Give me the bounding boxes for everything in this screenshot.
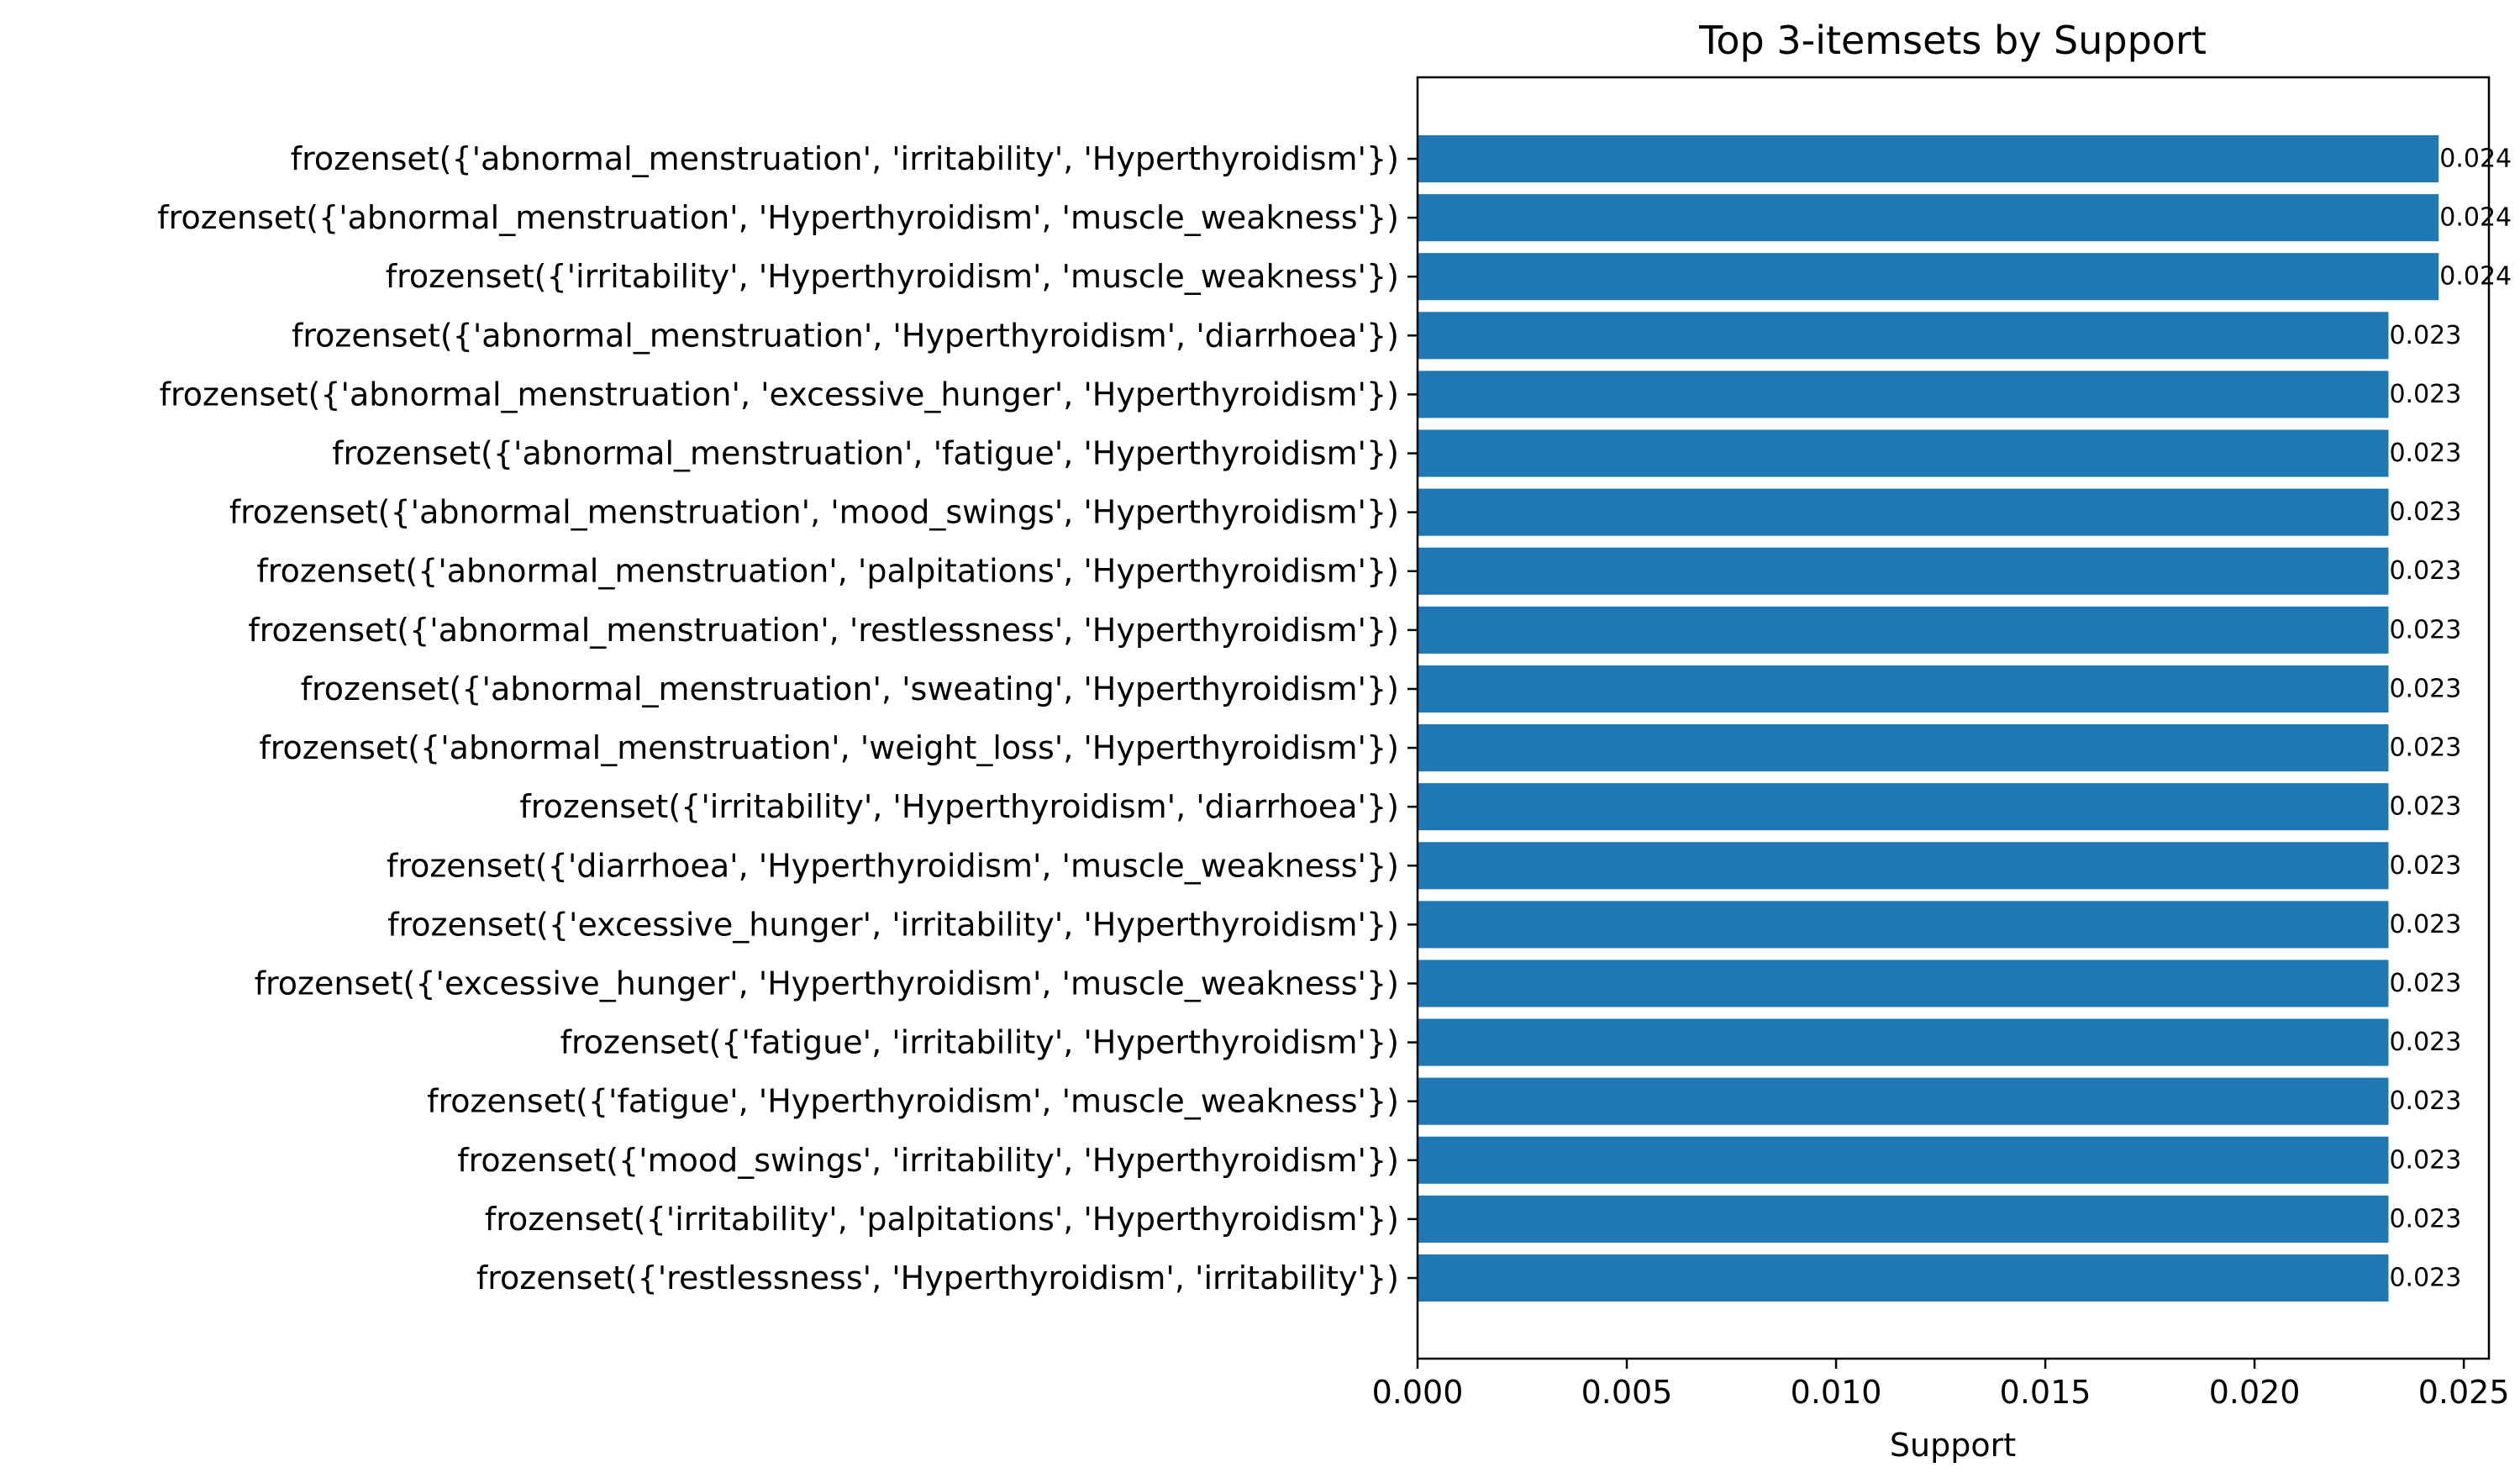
x-tick-label-6: 0.025	[2418, 1374, 2510, 1411]
value-label-15: 0.023	[2389, 969, 2461, 998]
value-label-18: 0.023	[2389, 1145, 2461, 1175]
value-label-13: 0.023	[2389, 851, 2461, 881]
value-label-14: 0.023	[2389, 910, 2461, 939]
bar-3	[1418, 253, 2439, 301]
category-labels-group: frozenset({'abnormal_menstruation', 'irr…	[157, 140, 1418, 1296]
bar-13	[1418, 842, 2389, 890]
category-label-2: frozenset({'abnormal_menstruation', 'Hyp…	[157, 199, 1399, 236]
category-label-13: frozenset({'diarrhoea', 'Hyperthyroidism…	[387, 847, 1399, 884]
category-label-14: frozenset({'excessive_hunger', 'irritabi…	[387, 906, 1399, 943]
value-label-9: 0.023	[2389, 615, 2461, 644]
value-label-20: 0.023	[2389, 1264, 2461, 1293]
plot-area-frame	[1416, 76, 2491, 1360]
category-label-8: frozenset({'abnormal_menstruation', 'pal…	[256, 553, 1399, 590]
bar-6	[1418, 429, 2389, 477]
x-tick-label-5: 0.020	[2209, 1374, 2301, 1411]
category-label-10: frozenset({'abnormal_menstruation', 'swe…	[301, 671, 1399, 707]
category-label-19: frozenset({'irritability', 'palpitations…	[485, 1201, 1399, 1238]
x-tick-label-1: 0.000	[1372, 1374, 1464, 1411]
value-label-19: 0.023	[2389, 1204, 2461, 1233]
bar-10	[1418, 665, 2389, 713]
value-labels-group: 0.024 0.024 0.024 0.023 0.023 0.023 0.023 0.023…	[2389, 145, 2512, 1293]
category-label-11: frozenset({'abnormal_menstruation', 'wei…	[259, 729, 1399, 766]
bar-7	[1418, 488, 2389, 536]
category-label-3: frozenset({'irritability', 'Hyperthyroid…	[386, 258, 1399, 295]
bar-19	[1418, 1195, 2389, 1243]
bar-20	[1418, 1254, 2389, 1302]
x-tick-label-4: 0.015	[2000, 1374, 2091, 1411]
x-tick-label-3: 0.010	[1791, 1374, 1882, 1411]
x-axis-label: Support	[1890, 1427, 2016, 1464]
x-tick-label-2: 0.005	[1581, 1374, 1673, 1411]
bar-15	[1418, 960, 2389, 1007]
x-axis-ticks-group: 0.000 0.005 0.010 0.015 0.020 0.025	[1372, 1359, 2510, 1411]
category-label-12: frozenset({'irritability', 'Hyperthyroid…	[519, 788, 1399, 825]
value-label-8: 0.023	[2389, 556, 2461, 586]
value-label-10: 0.023	[2389, 674, 2461, 703]
category-label-1: frozenset({'abnormal_menstruation', 'irr…	[291, 140, 1399, 177]
chart-title: Top 3-itemsets by Support	[1698, 18, 2207, 63]
bar-12	[1418, 783, 2389, 831]
bar-17	[1418, 1077, 2389, 1125]
category-label-17: frozenset({'fatigue', 'Hyperthyroidism',…	[427, 1083, 1399, 1120]
category-label-15: frozenset({'excessive_hunger', 'Hyperthy…	[255, 965, 1399, 1002]
value-label-5: 0.023	[2389, 380, 2461, 409]
category-label-9: frozenset({'abnormal_menstruation', 'res…	[248, 612, 1399, 649]
value-label-6: 0.023	[2389, 439, 2461, 468]
value-label-17: 0.023	[2389, 1086, 2461, 1116]
category-label-5: frozenset({'abnormal_menstruation', 'exc…	[160, 376, 1399, 413]
bar-8	[1418, 547, 2389, 595]
value-label-1: 0.024	[2439, 145, 2512, 174]
category-label-20: frozenset({'restlessness', 'Hyperthyroid…	[476, 1259, 1399, 1296]
value-label-16: 0.023	[2389, 1028, 2461, 1057]
category-label-6: frozenset({'abnormal_menstruation', 'fat…	[332, 435, 1399, 472]
bar-1	[1418, 134, 2439, 183]
bar-9	[1418, 606, 2389, 654]
bar-2	[1418, 194, 2439, 242]
value-label-4: 0.023	[2389, 321, 2461, 350]
bar-4	[1418, 312, 2389, 360]
category-label-7: frozenset({'abnormal_menstruation', 'moo…	[229, 494, 1399, 531]
value-label-11: 0.023	[2389, 734, 2461, 763]
bar-11	[1418, 724, 2389, 772]
bar-18	[1418, 1136, 2389, 1184]
value-label-2: 0.024	[2439, 203, 2512, 233]
value-label-7: 0.023	[2389, 497, 2461, 527]
value-label-3: 0.024	[2439, 262, 2512, 292]
category-label-18: frozenset({'mood_swings', 'irritability'…	[457, 1142, 1399, 1179]
bars-group	[1418, 134, 2439, 1302]
value-label-12: 0.023	[2389, 792, 2461, 822]
bar-5	[1418, 371, 2389, 418]
bar-14	[1418, 901, 2389, 949]
category-label-16: frozenset({'fatigue', 'irritability', 'H…	[560, 1024, 1399, 1061]
bar-16	[1418, 1018, 2389, 1066]
category-label-4: frozenset({'abnormal_menstruation', 'Hyp…	[292, 317, 1399, 354]
